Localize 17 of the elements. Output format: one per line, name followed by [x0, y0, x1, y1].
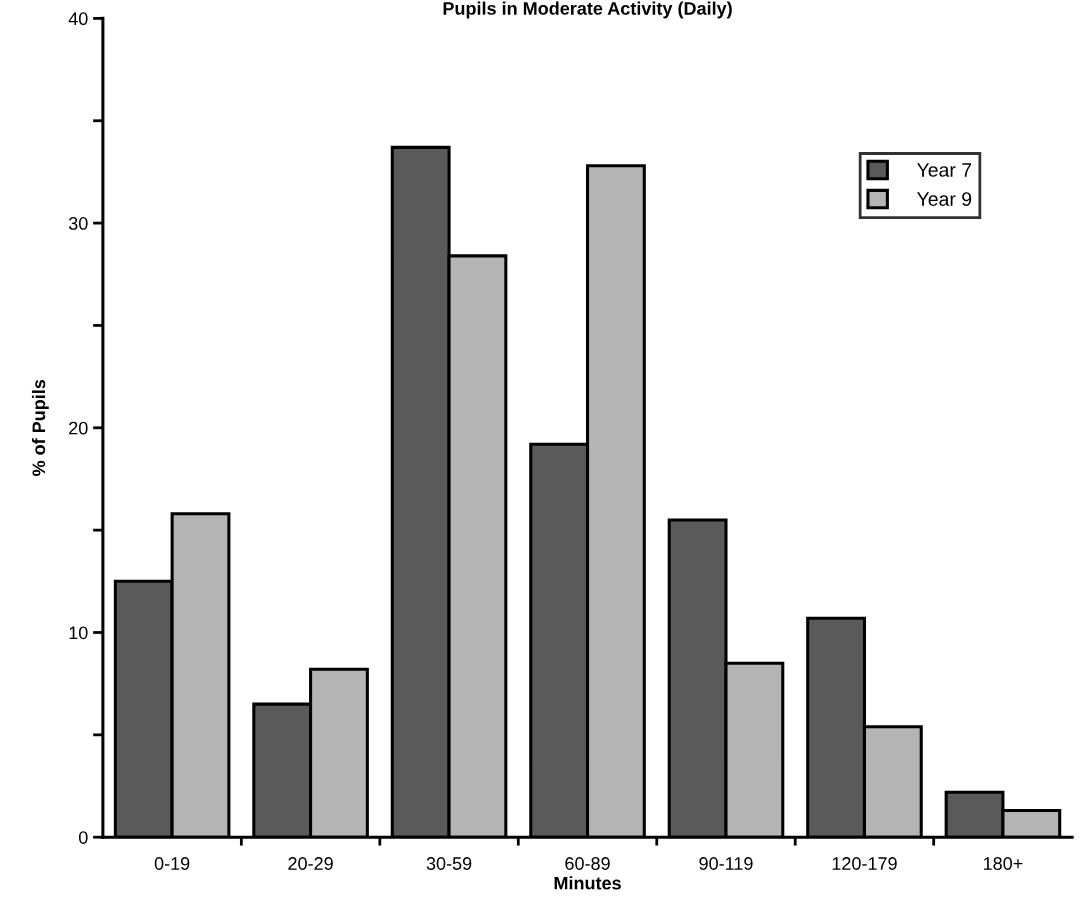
x-tick-label: 180+ — [983, 857, 1023, 870]
x-tick-label: 30-59 — [426, 857, 472, 870]
y-tick-label: 30 — [68, 217, 88, 230]
x-tick-label: 90-119 — [699, 857, 753, 870]
x-tick-label: 120-179 — [832, 857, 897, 870]
x-tick-label: 60-89 — [565, 857, 610, 870]
y-tick-label: 10 — [69, 626, 88, 640]
y-tick-label: 20 — [69, 421, 88, 435]
y-tick-label: 40 — [68, 12, 88, 26]
x-tick-label: 20-29 — [288, 857, 333, 870]
chart-title: Pupils in Moderate Activity (Daily) — [443, 1, 732, 19]
legend-label: Year 9 — [916, 192, 972, 206]
y-axis-title: % of Pupils — [31, 379, 49, 476]
x-axis-title: Minutes — [554, 876, 621, 890]
legend-label: Year 7 — [916, 163, 972, 177]
x-tick-label: 0-19 — [154, 857, 190, 870]
y-tick-label: 0 — [78, 831, 88, 844]
